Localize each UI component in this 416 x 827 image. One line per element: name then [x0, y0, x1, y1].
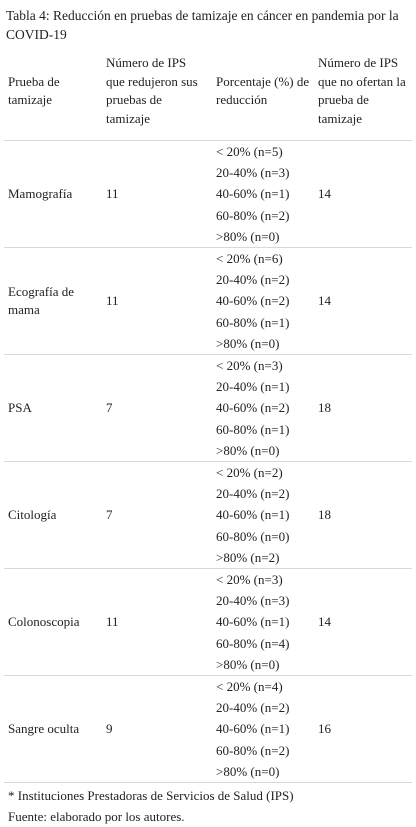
- percentage-item: < 20% (n=4): [216, 679, 283, 695]
- footnote-cell: * Instituciones Prestadoras de Servicios…: [4, 782, 412, 827]
- percentage-item: 60-80% (n=2): [216, 742, 290, 758]
- percentage-item: >80% (n=0): [216, 228, 280, 244]
- header-percentage: Porcentaje (%) de reducción: [216, 73, 310, 108]
- header-not-offered: Número de IPS que no ofertan la prueba d…: [318, 55, 406, 126]
- percentage-item: 40-60% (n=2): [216, 400, 290, 416]
- percentage-item: < 20% (n=5): [216, 144, 283, 159]
- table-row: PSA 7 < 20% (n=3) 20-40% (n=1) 40-60% (n=2) 6…: [4, 354, 412, 462]
- cell-not-offered-count: 14: [314, 247, 412, 355]
- percentage-item: >80% (n=0): [216, 335, 280, 351]
- percentage-item: 20-40% (n=2): [216, 272, 290, 288]
- cell-reduced-count: 9: [102, 675, 212, 783]
- footnote-source: Fuente: elaborado por los autores.: [8, 809, 185, 825]
- percentage-item: >80% (n=0): [216, 442, 280, 458]
- percentage-item: 40-60% (n=1): [216, 507, 290, 523]
- cell-test-name: PSA: [4, 354, 102, 462]
- cell-test-name: Sangre oculta: [4, 675, 102, 783]
- percentage-item: 60-80% (n=4): [216, 635, 290, 651]
- percentage-item: 20-40% (n=1): [216, 379, 290, 395]
- table-row: Mamografía 11 < 20% (n=5) 20-40% (n=3) 40-60…: [4, 139, 412, 248]
- cell-percentage-list: < 20% (n=5) 20-40% (n=3) 40-60% (n=1) 60-80…: [212, 139, 314, 248]
- percentage-item: 20-40% (n=2): [216, 700, 290, 716]
- cell-not-offered-count: 14: [314, 139, 412, 248]
- cell-reduced-count: 11: [102, 247, 212, 355]
- percentage-item: < 20% (n=3): [216, 358, 283, 374]
- percentage-item: 40-60% (n=2): [216, 293, 290, 309]
- footnote-row: * Instituciones Prestadoras de Servicios…: [4, 782, 412, 827]
- cell-percentage-list: < 20% (n=3) 20-40% (n=1) 40-60% (n=2) 60-80…: [212, 354, 314, 462]
- screening-table: Prueba de tamizaje Número de IPS que red…: [4, 42, 412, 827]
- percentage-item: 60-80% (n=1): [216, 314, 290, 330]
- cell-reduced-count: 11: [102, 139, 212, 248]
- cell-not-offered-count: 18: [314, 461, 412, 569]
- percentage-item: < 20% (n=3): [216, 572, 283, 588]
- table-row: Sangre oculta 9 < 20% (n=4) 20-40% (n=2) 40-…: [4, 675, 412, 783]
- percentage-item: 60-80% (n=1): [216, 421, 290, 437]
- percentage-item: < 20% (n=2): [216, 465, 283, 481]
- table-row: Citología 7 < 20% (n=2) 20-40% (n=2) 40-60% …: [4, 461, 412, 569]
- percentage-item: 60-80% (n=2): [216, 207, 290, 223]
- cell-percentage-list: < 20% (n=6) 20-40% (n=2) 40-60% (n=2) 60-80…: [212, 247, 314, 355]
- cell-percentage-list: < 20% (n=2) 20-40% (n=2) 40-60% (n=1) 60-80…: [212, 461, 314, 569]
- cell-reduced-count: 7: [102, 461, 212, 569]
- percentage-item: 40-60% (n=1): [216, 614, 290, 630]
- cell-not-offered-count: 16: [314, 675, 412, 783]
- percentage-item: 60-80% (n=0): [216, 528, 290, 544]
- header-test: Prueba de tamizaje: [8, 73, 60, 108]
- percentage-item: 40-60% (n=1): [216, 186, 290, 202]
- header-reduced: Número de IPS que redujeron sus pruebas …: [106, 55, 198, 126]
- cell-test-name: Colonoscopia: [4, 568, 102, 676]
- cell-not-offered-count: 14: [314, 568, 412, 676]
- cell-percentage-list: < 20% (n=4) 20-40% (n=2) 40-60% (n=1) 60-80…: [212, 675, 314, 783]
- footnote-ips: * Instituciones Prestadoras de Servicios…: [8, 788, 294, 804]
- cell-reduced-count: 7: [102, 354, 212, 462]
- percentage-item: >80% (n=2): [216, 549, 280, 565]
- cell-not-offered-count: 18: [314, 354, 412, 462]
- cell-test-name: Citología: [4, 461, 102, 569]
- percentage-item: >80% (n=0): [216, 656, 280, 672]
- table-caption: Tabla 4: Reducción en pruebas de tamizaj…: [6, 8, 399, 42]
- cell-reduced-count: 11: [102, 568, 212, 676]
- header-row: Prueba de tamizaje Número de IPS que red…: [4, 42, 412, 141]
- percentage-item: 20-40% (n=3): [216, 593, 290, 609]
- cell-test-name: Ecografía de mama: [4, 247, 102, 355]
- percentage-item: < 20% (n=6): [216, 251, 283, 267]
- cell-test-name: Mamografía: [4, 139, 102, 248]
- table-row: Ecografía de mama 11 < 20% (n=6) 20-40% (n=…: [4, 247, 412, 355]
- table-row: Colonoscopia 11 < 20% (n=3) 20-40% (n=3) 40-…: [4, 568, 412, 676]
- percentage-item: 20-40% (n=3): [216, 165, 290, 181]
- cell-percentage-list: < 20% (n=3) 20-40% (n=3) 40-60% (n=1) 60-80…: [212, 568, 314, 676]
- percentage-item: 20-40% (n=2): [216, 486, 290, 502]
- percentage-item: >80% (n=0): [216, 763, 280, 779]
- percentage-item: 40-60% (n=1): [216, 721, 290, 737]
